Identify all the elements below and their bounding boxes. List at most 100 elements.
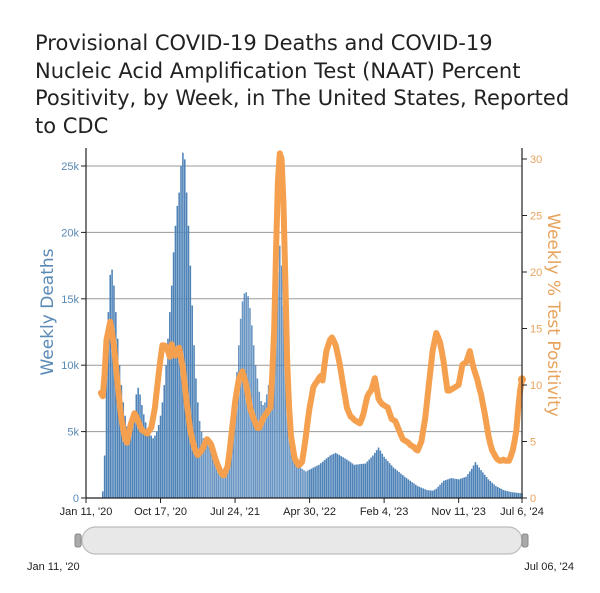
deaths-bar xyxy=(267,385,270,498)
deaths-bar xyxy=(422,488,425,498)
deaths-bar xyxy=(456,479,458,498)
deaths-bar xyxy=(517,492,520,498)
deaths-bar xyxy=(238,345,240,498)
deaths-bar xyxy=(498,488,501,498)
deaths-bar xyxy=(426,490,428,498)
deaths-bar xyxy=(396,470,398,498)
deaths-bar xyxy=(260,401,262,498)
left-tick-label: 10k xyxy=(61,360,79,372)
deaths-bar xyxy=(390,465,393,498)
deaths-bar xyxy=(232,424,234,498)
deaths-bar xyxy=(277,272,279,498)
deaths-bar xyxy=(362,463,365,498)
deaths-bar xyxy=(312,467,315,498)
right-tick-label: 0 xyxy=(530,493,536,505)
deaths-bar xyxy=(403,476,406,498)
deaths-bar xyxy=(219,470,221,498)
deaths-bar xyxy=(142,414,145,498)
deaths-bar xyxy=(148,432,151,498)
deaths-bar xyxy=(405,478,408,498)
deaths-bar xyxy=(469,471,471,498)
right-ticks: 0 5 10 15 20 25 30 xyxy=(522,154,542,505)
deaths-bar xyxy=(264,402,266,498)
deaths-bar xyxy=(374,452,376,498)
deaths-bar xyxy=(103,455,106,498)
deaths-bar xyxy=(331,454,333,498)
deaths-bar xyxy=(353,464,356,498)
x-tick-label: Nov 11, '23 xyxy=(431,506,485,518)
deaths-bar xyxy=(124,415,126,498)
deaths-bar xyxy=(461,478,464,498)
deaths-bar xyxy=(150,435,152,498)
deaths-bar xyxy=(206,436,208,498)
deaths-bar xyxy=(133,411,136,498)
deaths-bar xyxy=(355,464,357,498)
deaths-bar xyxy=(269,378,272,498)
deaths-bar xyxy=(364,463,367,498)
deaths-bar xyxy=(336,453,339,498)
deaths-bar xyxy=(280,265,283,498)
deaths-bar xyxy=(273,345,275,498)
deaths-bar xyxy=(116,338,119,498)
deaths-bar xyxy=(167,338,169,498)
deaths-bar xyxy=(314,466,316,498)
chart-title: Provisional COVID-19 Deaths and COVID-19… xyxy=(35,31,570,138)
range-slider-track[interactable] xyxy=(81,526,523,555)
deaths-bar xyxy=(131,427,134,498)
deaths-bar xyxy=(510,492,512,498)
range-slider-right-handle[interactable] xyxy=(521,533,529,548)
right-axis-title: Weekly % Test Positivity xyxy=(543,213,563,417)
deaths-bar xyxy=(243,293,246,498)
deaths-bar xyxy=(208,440,210,498)
deaths-bar xyxy=(472,465,475,498)
deaths-bar xyxy=(182,152,184,498)
deaths-bar xyxy=(193,345,195,498)
deaths-bar xyxy=(297,463,300,498)
deaths-bar xyxy=(282,305,285,498)
deaths-bar xyxy=(413,483,415,498)
deaths-bar xyxy=(129,434,132,498)
deaths-bar xyxy=(306,470,309,498)
deaths-bar xyxy=(113,285,115,498)
deaths-bar xyxy=(415,484,417,498)
left-tick-label: 0 xyxy=(73,493,79,505)
left-tick-label: 15k xyxy=(61,294,79,306)
deaths-bar xyxy=(310,468,313,498)
deaths-bar xyxy=(416,486,419,498)
deaths-bar xyxy=(135,394,138,498)
deaths-bar xyxy=(293,451,296,498)
deaths-bar xyxy=(210,446,212,498)
deaths-bar xyxy=(407,479,410,498)
deaths-bar xyxy=(292,440,294,498)
left-handle-grip-icon[interactable] xyxy=(74,533,82,548)
deaths-bar xyxy=(234,398,236,498)
right-handle-grip-icon[interactable] xyxy=(521,533,529,548)
deaths-bar xyxy=(169,312,171,498)
left-tick-label: 5k xyxy=(67,427,79,439)
deaths-bar xyxy=(256,378,259,498)
deaths-bar xyxy=(223,472,225,498)
deaths-bar xyxy=(476,464,479,498)
deaths-bar xyxy=(157,424,160,498)
deaths-bar xyxy=(301,468,303,498)
deaths-bar xyxy=(118,365,121,498)
deaths-bar xyxy=(174,225,177,498)
deaths-bar xyxy=(463,477,466,498)
deaths-bar xyxy=(211,451,214,498)
deaths-bar xyxy=(450,478,452,498)
deaths-bar xyxy=(152,438,154,498)
deaths-bar xyxy=(377,447,380,498)
deaths-bar xyxy=(230,444,233,498)
deaths-bar xyxy=(163,385,166,498)
deaths-bar xyxy=(154,435,156,498)
deaths-bar xyxy=(286,378,289,498)
deaths-bar xyxy=(504,490,507,498)
deaths-bar xyxy=(346,459,348,498)
range-slider-left-handle[interactable] xyxy=(74,533,82,548)
axes xyxy=(85,148,523,499)
range-slider[interactable]: Jan 11, '20 Jul 06, '24 xyxy=(27,526,574,573)
deaths-bar xyxy=(288,405,290,498)
deaths-bar xyxy=(366,461,369,498)
deaths-bar xyxy=(319,463,322,498)
